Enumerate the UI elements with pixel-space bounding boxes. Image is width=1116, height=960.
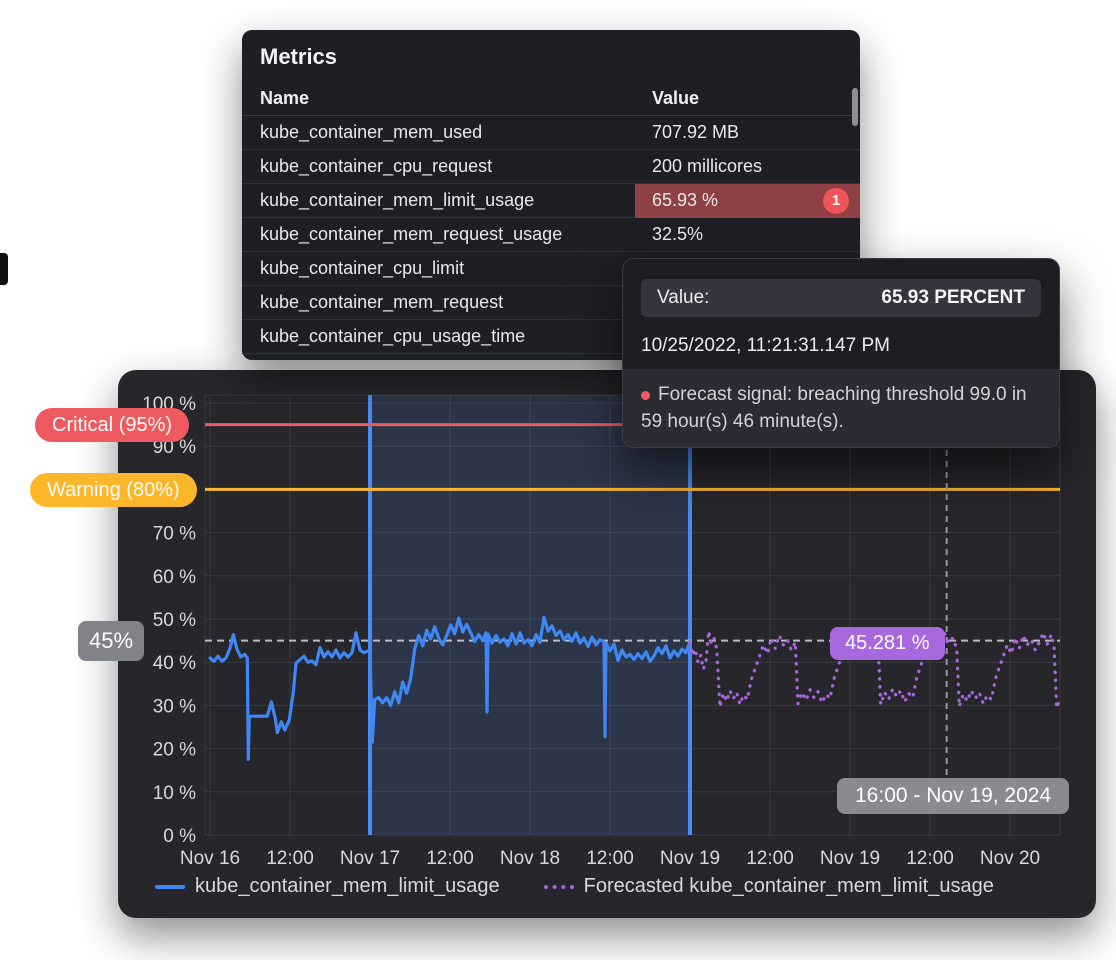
tooltip-value-row: Value: 65.93 PERCENT [641,279,1041,317]
table-row[interactable]: kube_container_cpu_request 200 millicore… [242,150,860,184]
series-actual[interactable] [208,615,692,761]
y-tick-label: 40 % [153,653,196,674]
critical-threshold-pill: Critical (95%) [35,408,190,442]
metric-value: 707.92 MB [652,122,740,142]
x-tick-label: 12:00 [586,848,634,869]
crosshair-time-badge: 16:00 - Nov 19, 2024 [837,778,1070,814]
metric-value-cell: 200 millicores [635,150,860,184]
y-tick-label: 0 % [163,826,196,847]
metric-value: 32.5% [652,224,704,244]
metrics-table: kube_container_mem_used 707.92 MB kube_c… [242,116,860,354]
y-tick-label: 70 % [153,524,196,545]
legend-dotted-line-swatch [543,884,574,889]
x-tick-label: Nov 20 [980,848,1040,869]
y-tick-label: 20 % [153,740,196,761]
x-tick-label: 12:00 [746,848,794,869]
datapoint-tooltip: Value: 65.93 PERCENT 10/25/2022, 11:21:3… [622,258,1060,448]
x-tick-label: Nov 18 [500,848,560,869]
x-tick-label: 12:00 [426,848,474,869]
chart-legend: kube_container_mem_limit_usage Forecaste… [155,875,994,898]
tooltip-timestamp: 10/25/2022, 11:21:31.147 PM [641,335,890,356]
table-row-alerting[interactable]: kube_container_mem_limit_usage 65.93 % 1 [242,184,860,218]
selection-region[interactable] [370,395,690,835]
y-tick-label: 10 % [153,783,196,804]
chart-panel: 0 %10 %20 %30 %40 %50 %60 %70 %80 %90 %1… [118,370,1096,918]
legend-item-actual[interactable]: kube_container_mem_limit_usage [155,875,500,898]
usage-forecast-chart[interactable]: 0 %10 %20 %30 %40 %50 %60 %70 %80 %90 %1… [118,370,1096,918]
x-tick-label: Nov 19 [820,848,880,869]
y-tick-label: 60 % [153,567,196,588]
metric-value-cell: 32.5% [635,218,860,252]
table-row[interactable]: kube_container_mem_used 707.92 MB [242,116,860,150]
tooltip-forecast-text: Forecast signal: breaching threshold 99.… [641,384,1027,432]
column-header-value: Value [652,88,700,108]
tooltip-forecast-section: Forecast signal: breaching threshold 99.… [623,369,1059,447]
metrics-panel: Metrics Name Value kube_container_mem_us… [242,30,860,360]
metrics-table-header: Name Value [242,84,860,116]
metric-name: kube_container_mem_request_usage [260,224,563,244]
warning-threshold-pill: Warning (80%) [30,473,197,507]
tooltip-value: 65.93 PERCENT [881,287,1025,308]
x-tick-label: 12:00 [906,848,954,869]
metric-name: kube_container_cpu_request [260,156,493,176]
legend-solid-line-swatch [155,884,185,889]
metric-value-cell-highlighted[interactable]: 65.93 % 1 [635,184,860,218]
metric-name: kube_container_mem_limit_usage [260,190,535,210]
x-tick-label: Nov 16 [180,848,240,869]
metrics-panel-title: Metrics [260,44,338,69]
metric-name: kube_container_cpu_limit [260,258,465,278]
alert-count-badge[interactable]: 1 [823,188,849,214]
table-row[interactable]: kube_container_mem_request [242,286,860,320]
custom-threshold-label: 45% [78,621,144,661]
y-tick-label: 50 % [153,610,196,631]
y-tick-label: 30 % [153,696,196,717]
table-row[interactable]: kube_container_mem_request_usage 32.5% [242,218,860,252]
table-row[interactable]: kube_container_cpu_limit [242,252,860,286]
metric-name: kube_container_mem_request [260,292,504,312]
scrollbar-thumb[interactable] [852,88,858,126]
table-row[interactable]: kube_container_cpu_usage_time [242,320,860,354]
offscreen-element-edge [0,253,8,285]
metric-value: 65.93 % [652,190,719,210]
column-header-name: Name [260,88,310,108]
metric-value: 200 millicores [652,156,763,176]
legend-item-forecast[interactable]: Forecasted kube_container_mem_limit_usag… [543,875,994,898]
legend-label: kube_container_mem_limit_usage [195,875,500,897]
y-tick-label: 90 % [153,437,196,458]
x-tick-label: 12:00 [266,848,314,869]
alert-dot-icon [641,391,650,400]
metric-name: kube_container_cpu_usage_time [260,326,526,346]
legend-label: Forecasted kube_container_mem_limit_usag… [583,875,994,897]
forecast-point-badge: 45.281 % [830,627,945,660]
metric-name: kube_container_mem_used [260,122,483,142]
x-tick-label: Nov 17 [340,848,400,869]
tooltip-value-label: Value: [657,287,710,308]
x-tick-label: Nov 19 [660,848,720,869]
metric-value-cell: 707.92 MB [635,116,860,150]
